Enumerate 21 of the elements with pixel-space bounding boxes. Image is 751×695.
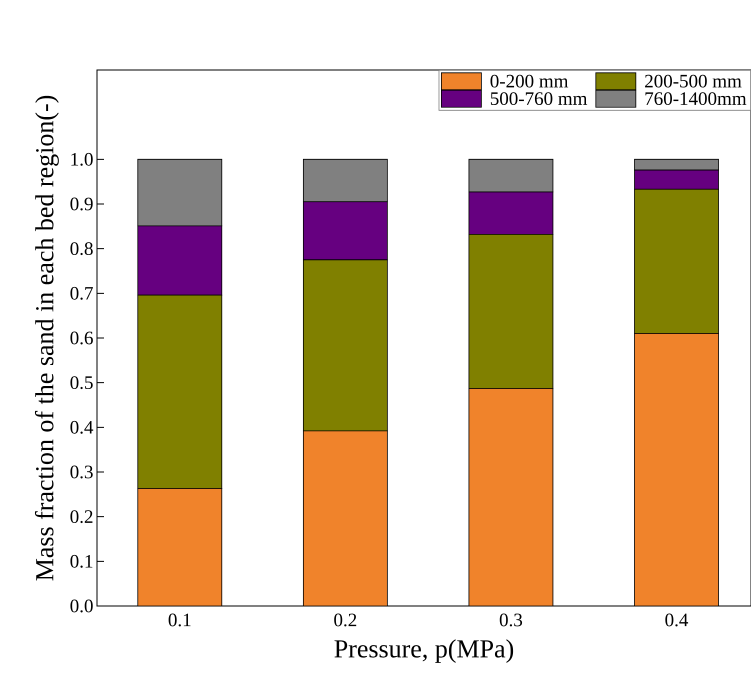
legend-label: 0-200 mm	[490, 74, 568, 88]
x-tick-label: 0.4	[665, 614, 688, 626]
y-tick-label: 0.9	[70, 198, 93, 210]
x-tick-label: 0.3	[500, 614, 522, 626]
x-tick-label: 0.2	[334, 614, 356, 626]
y-tick-label: 0.0	[70, 600, 93, 612]
y-tick-label: 0.6	[70, 332, 93, 344]
legend-label: 500-760 mm	[490, 92, 588, 106]
y-tick-label: 0.5	[70, 376, 93, 390]
y-tick-label: 0.1	[70, 554, 92, 568]
y-tick-label: 0.4	[70, 420, 94, 434]
y-tick-label: 0.3	[70, 466, 93, 478]
y-tick-label: 1.0	[71, 152, 93, 166]
legend-label: 760-1400mm	[645, 92, 746, 106]
x-tick-label: 0.1	[168, 614, 191, 626]
y-tick-label: 0.7	[70, 286, 93, 300]
y-tick-label: 0.2	[70, 510, 92, 524]
y-tick-label: 0.8	[70, 242, 93, 256]
y-axis-title: Mass fraction of the sand in each bed region(-)	[34, 96, 59, 581]
x-axis-title: Pressure, p(MPa)	[334, 639, 514, 663]
legend-label: 200-500 mm	[645, 74, 742, 88]
